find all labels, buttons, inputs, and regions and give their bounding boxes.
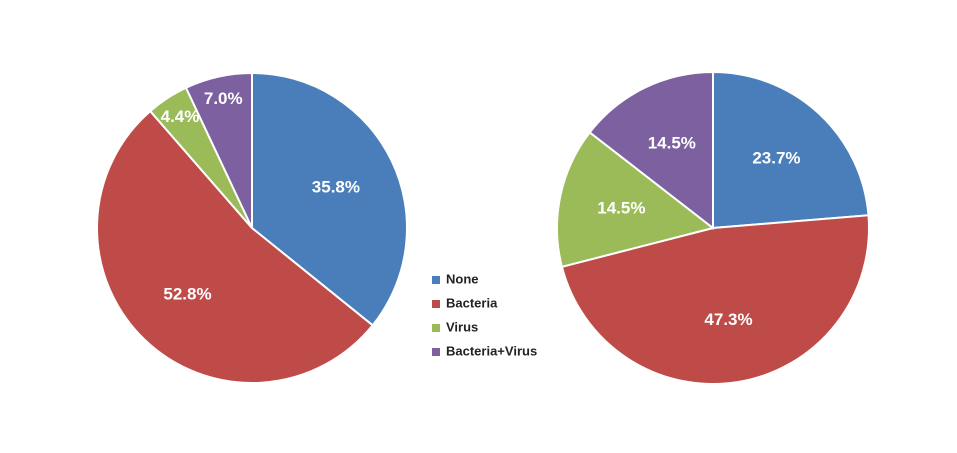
data-label: 14.5% — [648, 133, 696, 152]
legend-label: Virus — [446, 319, 478, 334]
pie-slice — [588, 70, 714, 231]
pie-slice — [712, 70, 870, 230]
legend-label: Bacteria — [446, 295, 498, 310]
data-label: 52.8% — [163, 284, 211, 303]
data-label: 7.0% — [204, 89, 243, 108]
legend-label: None — [446, 271, 479, 286]
legend-swatch — [432, 276, 440, 284]
legend-swatch — [432, 300, 440, 308]
pie-slice — [251, 71, 408, 327]
legend-swatch — [432, 324, 440, 332]
legend-label: Bacteria+Virus — [446, 343, 537, 358]
data-label: 47.3% — [704, 310, 752, 329]
data-label: 14.5% — [597, 199, 645, 218]
data-label: 4.4% — [161, 107, 200, 126]
pie-slice — [560, 214, 870, 386]
pie-slice — [184, 71, 253, 229]
legend-swatch — [432, 348, 440, 356]
data-label: 35.8% — [312, 177, 360, 196]
pie-slice — [556, 130, 716, 269]
data-label: 23.7% — [752, 149, 800, 168]
pie-slice — [96, 109, 375, 384]
